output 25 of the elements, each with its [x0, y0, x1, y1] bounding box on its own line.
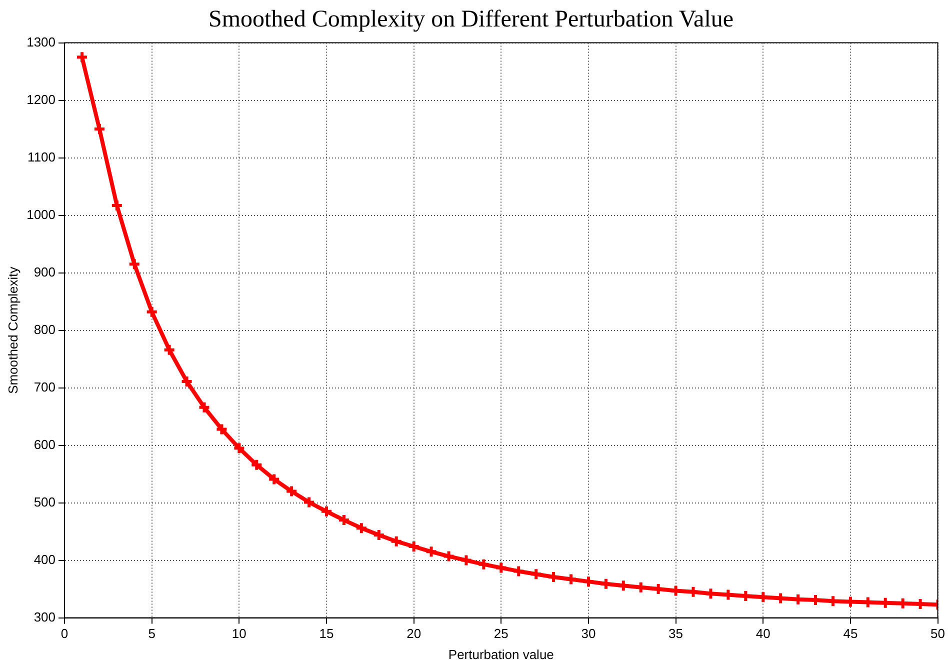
x-tick-label: 30: [581, 626, 596, 642]
x-tick-label: 40: [756, 626, 770, 642]
x-axis-title: Perturbation value: [448, 646, 554, 662]
x-tick-label: 35: [668, 626, 684, 642]
y-tick-label: 700: [34, 379, 56, 394]
y-tick-label: 500: [34, 494, 56, 510]
x-tick-label: 25: [494, 626, 508, 642]
y-tick-label: 600: [34, 436, 56, 452]
y-tick-label: 400: [34, 552, 56, 567]
y-tick-label: 1100: [28, 149, 56, 164]
y-tick-label: 1300: [26, 34, 56, 50]
y-tick-label: 800: [34, 322, 56, 337]
y-axis-title: Smoothed Complexity: [5, 266, 20, 394]
x-tick-label: 45: [843, 626, 858, 642]
x-tick-label: 5: [148, 626, 156, 642]
x-tick-label: 50: [930, 626, 946, 642]
y-tick-label: 1000: [26, 206, 56, 222]
x-tick-label: 20: [406, 626, 422, 642]
y-tick-label: 900: [34, 264, 56, 280]
x-tick-label: 10: [232, 626, 246, 642]
x-tick-label: 0: [60, 626, 68, 642]
x-tick-label: 15: [319, 626, 334, 642]
y-tick-label: 300: [34, 609, 56, 624]
y-tick-label: 1200: [26, 92, 56, 107]
chart-title: Smoothed Complexity on Different Perturbation Value: [208, 6, 734, 33]
